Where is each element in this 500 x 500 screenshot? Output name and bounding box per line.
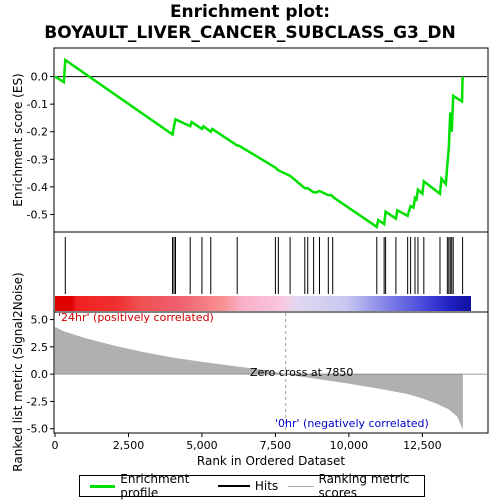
es-panel-frame <box>53 47 489 233</box>
x-tick-label: 10,000 <box>330 439 369 452</box>
es-axis-label: Enrichment score (ES) <box>11 73 25 206</box>
axes-layer: 0.0 -0.1 -0.2 -0.3 -0.4 -0.5 5.0 2.5 0.0 -2.5 -5.0… <box>27 71 442 452</box>
negative-correlation-label: '0hr' (negatively correlated) <box>275 417 429 430</box>
es-y-tick-label: -0.5 <box>27 208 48 221</box>
x-axis-label: Rank in Ordered Dataset <box>197 454 345 468</box>
legend: Enrichment profile Hits Ranking metric s… <box>79 472 425 500</box>
ranking-y-tick-label: 0.0 <box>31 368 49 381</box>
es-y-tick-label: -0.4 <box>27 181 48 194</box>
ranking-metric-area <box>54 326 463 429</box>
es-layer <box>54 57 487 229</box>
legend-item-ranking-metric: Ranking metric scores <box>288 472 424 500</box>
x-tick-label: 12,500 <box>403 439 442 452</box>
ranking-y-tick-label: -5.0 <box>27 423 48 436</box>
legend-item-enrichment-profile: Enrichment profile <box>90 472 208 500</box>
hits-layer <box>64 237 464 294</box>
es-y-tick-label: -0.3 <box>27 153 48 166</box>
ranking-axis-label: Ranked list metric (Signal2Noise) <box>11 272 25 471</box>
title-line-2: BOYAULT_LIVER_CANCER_SUBCLASS_G3_DN <box>44 23 456 43</box>
legend-item-hits: Hits <box>217 479 279 493</box>
x-tick-label: 5,000 <box>186 439 218 452</box>
legend-swatch-green <box>90 484 116 488</box>
ranking-y-tick-label: 5.0 <box>31 314 49 327</box>
positive-correlation-label: '24hr' (positively correlated) <box>58 311 214 324</box>
es-y-tick-label: -0.2 <box>27 126 48 139</box>
enrichment-profile-line <box>54 57 464 229</box>
title-line-1: Enrichment plot: <box>169 2 331 22</box>
es-y-tick-label: -0.1 <box>27 98 48 111</box>
ranking-heat-bar <box>55 296 471 311</box>
x-tick-label: 2,500 <box>113 439 145 452</box>
chart-title: Enrichment plot: BOYAULT_LIVER_CANCER_SU… <box>0 2 500 44</box>
legend-swatch-black <box>217 485 250 487</box>
es-y-tick-label: 0.0 <box>31 71 49 84</box>
x-tick-label: 7,500 <box>260 439 292 452</box>
ranking-y-tick-label: 2.5 <box>31 341 49 354</box>
legend-swatch-gray <box>288 485 314 487</box>
legend-label-ranking-metric: Ranking metric scores <box>318 472 410 500</box>
x-tick-label: 0 <box>52 439 59 452</box>
ranking-layer <box>54 313 487 432</box>
zero-cross-label: Zero cross at 7850 <box>250 366 353 379</box>
legend-label-enrichment-profile: Enrichment profile <box>120 472 190 500</box>
legend-label-hits: Hits <box>254 479 279 493</box>
ranking-y-tick-label: -2.5 <box>27 395 48 408</box>
